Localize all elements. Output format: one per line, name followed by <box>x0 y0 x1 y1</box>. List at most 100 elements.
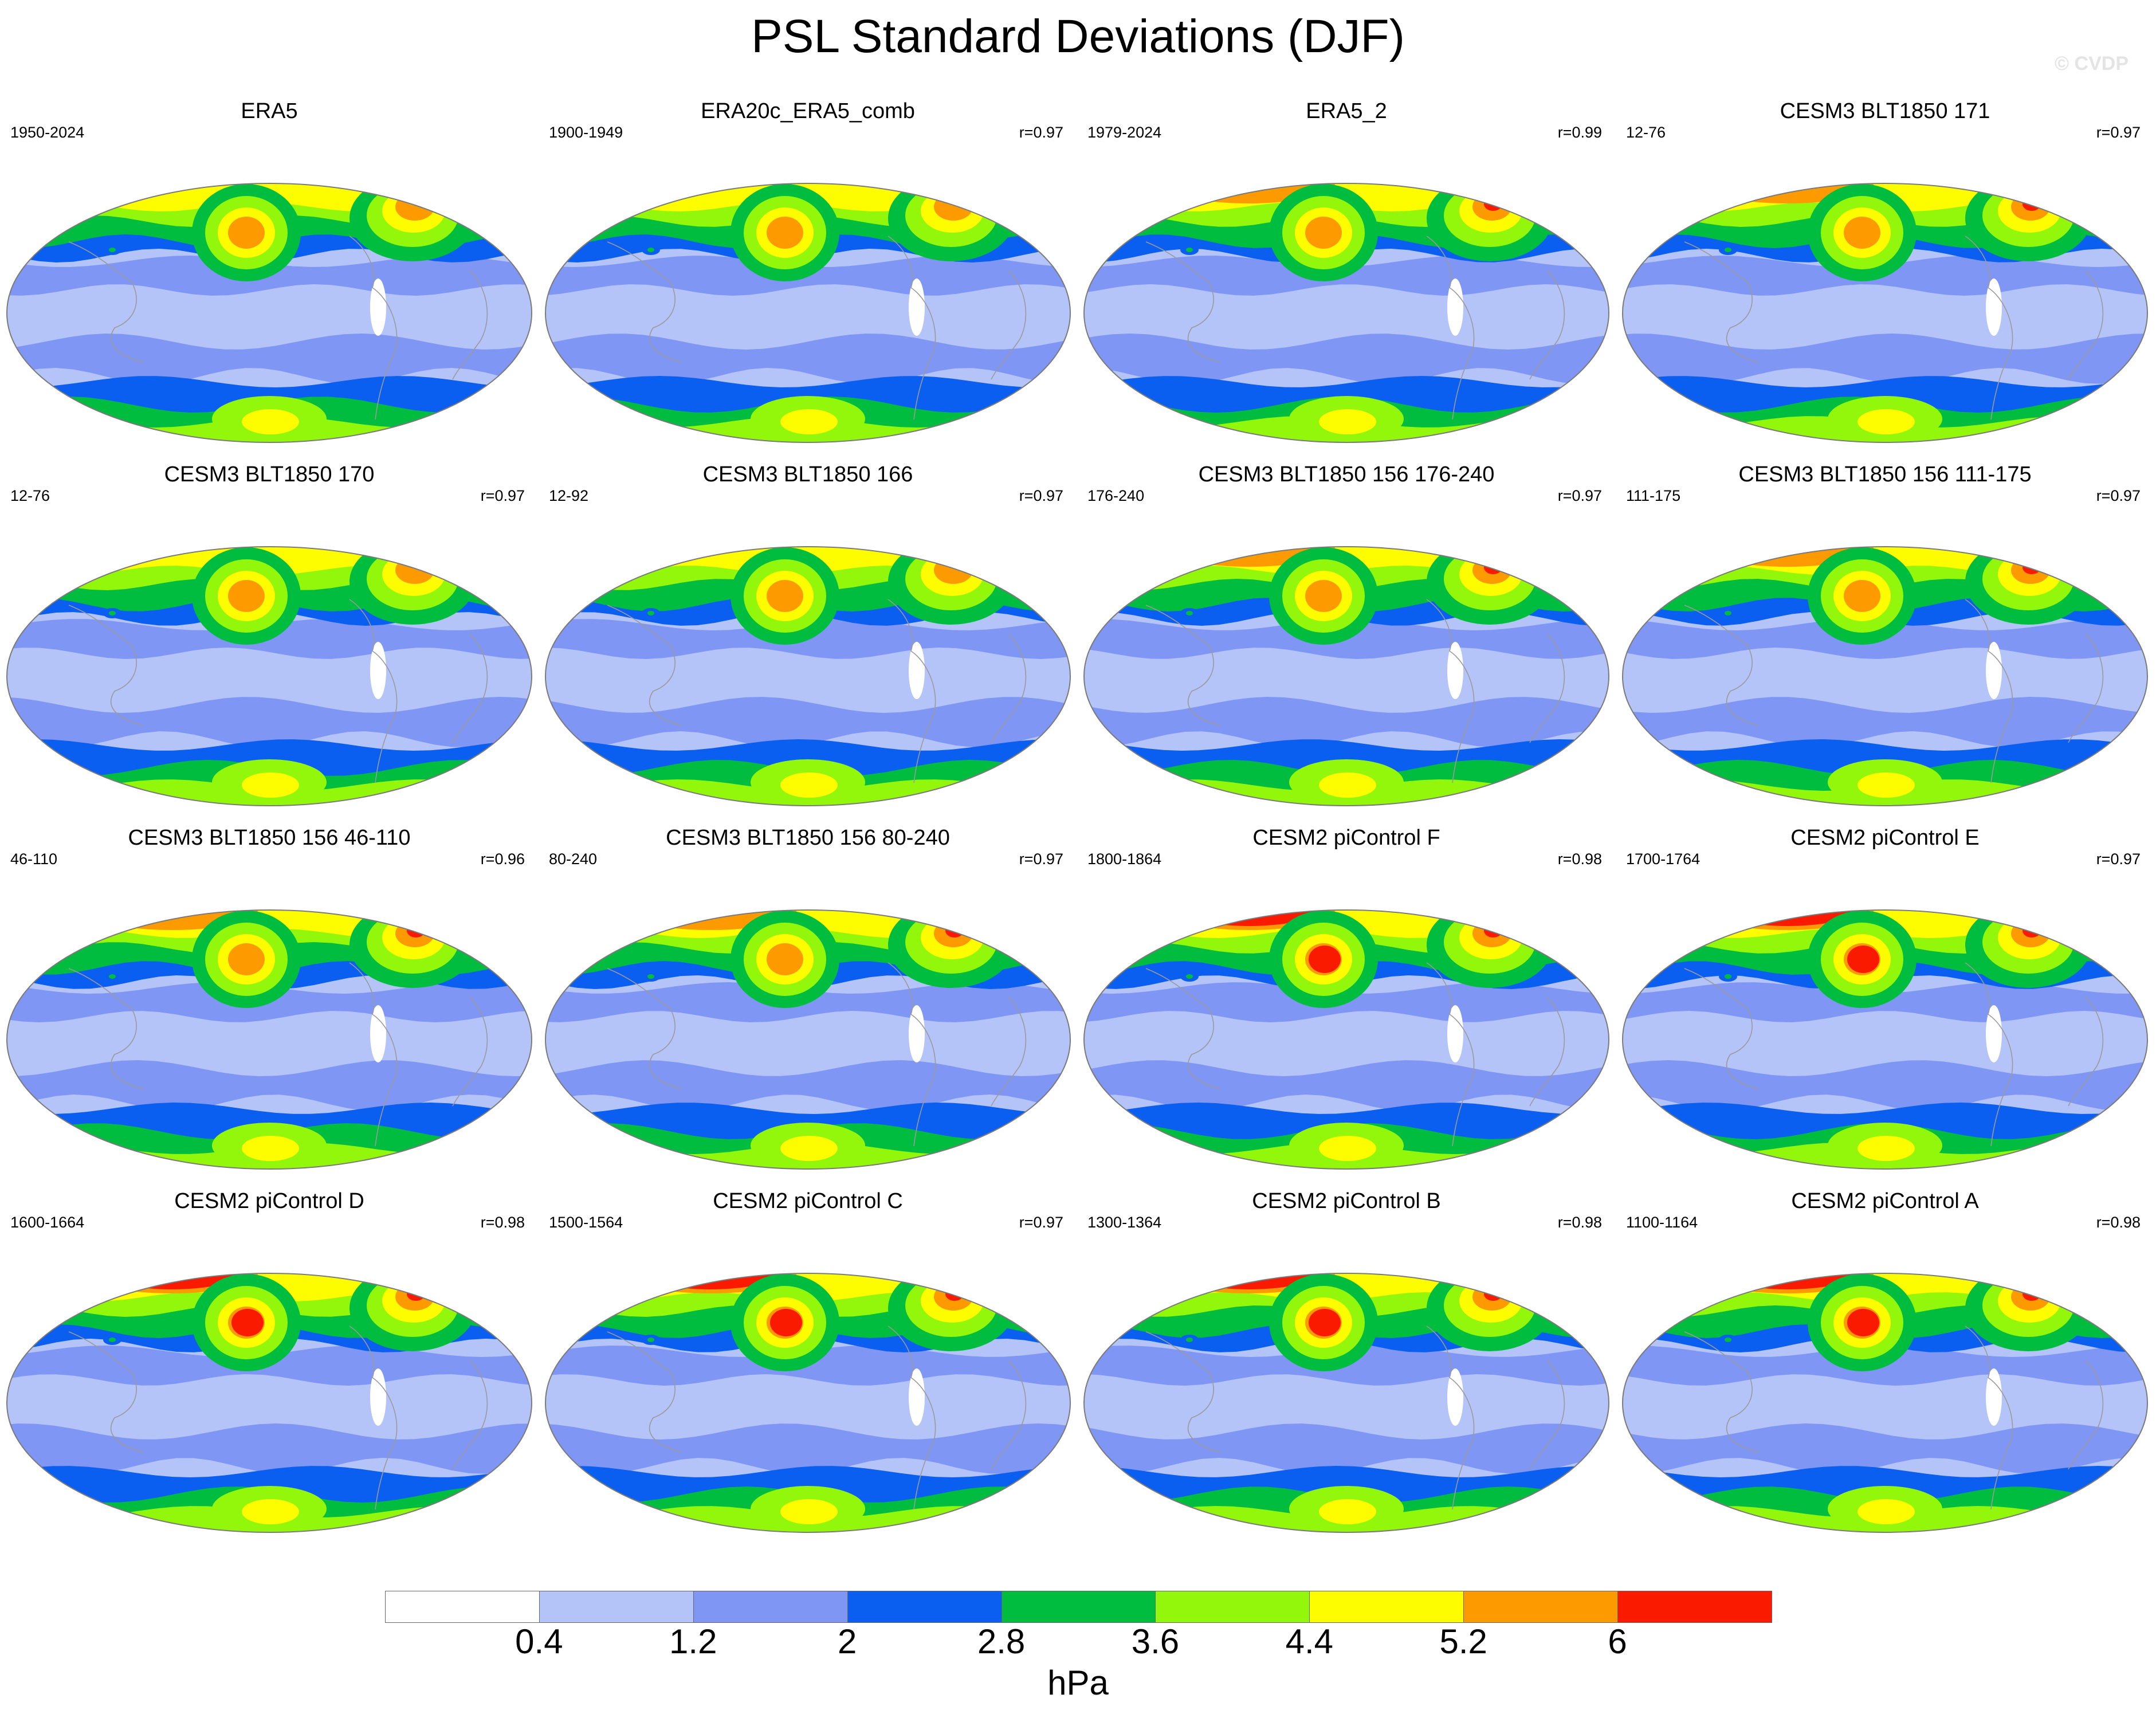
panel-title: CESM2 piControl E <box>1790 826 1980 850</box>
psl-stddev-map <box>545 546 1071 806</box>
colorbar-swatch <box>693 1591 848 1623</box>
panel-period: 1300-1364 <box>1087 1214 1162 1231</box>
panel-period: 12-92 <box>549 487 589 504</box>
psl-stddev-map <box>1622 183 2148 443</box>
panel-pattern-correlation: r=0.98 <box>480 1214 525 1231</box>
figure-title: PSL Standard Deviations (DJF) <box>751 10 1405 62</box>
map-panel: CESM3 BLT1850 156 176-240 176-240 r=0.97 <box>1077 462 1616 824</box>
panel-pattern-correlation: r=0.97 <box>480 487 525 504</box>
map-panel: CESM2 piControl B 1300-1364 r=0.98 <box>1077 1189 1616 1551</box>
colorbar-units: hPa <box>1047 1664 1109 1702</box>
panel-pattern-correlation: r=0.98 <box>1557 1214 1602 1231</box>
colorbar-swatch <box>539 1591 694 1623</box>
panel-title: CESM2 piControl D <box>174 1189 364 1213</box>
colorbar-tick-label: 6 <box>1608 1622 1627 1661</box>
colorbar-tick-label: 3.6 <box>1131 1622 1180 1661</box>
panel-period: 12-76 <box>1626 124 1666 141</box>
panel-pattern-correlation: r=0.97 <box>1019 487 1063 504</box>
panel-pattern-correlation: r=0.97 <box>1019 1214 1063 1231</box>
colorbar <box>385 1591 1772 1623</box>
panel-pattern-correlation: r=0.99 <box>1557 124 1602 141</box>
map-panel: CESM2 piControl E 1700-1764 r=0.97 <box>1616 825 2154 1187</box>
panel-pattern-correlation: r=0.97 <box>1557 487 1602 504</box>
colorbar-swatch <box>847 1591 1002 1623</box>
panel-pattern-correlation: r=0.97 <box>2096 487 2141 504</box>
map-panel: CESM2 piControl F 1800-1864 r=0.98 <box>1077 825 1616 1187</box>
panel-period: 1800-1864 <box>1087 850 1162 868</box>
panel-period: 1600-1664 <box>10 1214 85 1231</box>
panel-pattern-correlation: r=0.98 <box>1557 850 1602 868</box>
psl-stddev-map <box>1622 546 2148 806</box>
panel-title: ERA5 <box>241 99 298 123</box>
psl-stddev-map <box>6 909 532 1170</box>
map-panel: CESM2 piControl A 1100-1164 r=0.98 <box>1616 1189 2154 1551</box>
panel-period: 176-240 <box>1087 487 1145 504</box>
panel-title: CESM3 BLT1850 156 176-240 <box>1198 462 1495 487</box>
panel-title: CESM3 BLT1850 156 80-240 <box>666 826 950 850</box>
map-panel: CESM3 BLT1850 156 80-240 80-240 r=0.97 <box>539 825 1077 1187</box>
panel-title: CESM3 BLT1850 156 46-110 <box>128 826 411 850</box>
map-panel: CESM3 BLT1850 170 12-76 r=0.97 <box>0 462 539 824</box>
panel-period: 80-240 <box>549 850 598 868</box>
psl-stddev-map <box>545 183 1071 443</box>
map-panel-grid: ERA5 1950-2024 ERA20c_ERA5_comb 1900-1949 r=… <box>0 99 2154 1551</box>
colorbar-tick-label: 1.2 <box>669 1622 717 1661</box>
psl-stddev-map <box>545 909 1071 1170</box>
psl-stddev-map <box>1083 183 1609 443</box>
panel-period: 1700-1764 <box>1626 850 1701 868</box>
panel-title: CESM2 piControl C <box>713 1189 903 1213</box>
map-panel: CESM2 piControl D 1600-1664 r=0.98 <box>0 1189 539 1551</box>
psl-stddev-map <box>1622 909 2148 1170</box>
panel-pattern-correlation: r=0.98 <box>2096 1214 2141 1231</box>
colorbar-swatch <box>385 1591 540 1623</box>
colorbar-swatch <box>1617 1591 1772 1623</box>
psl-stddev-map <box>1083 546 1609 806</box>
psl-stddev-map <box>6 1273 532 1533</box>
panel-title: CESM3 BLT1850 171 <box>1780 99 1990 123</box>
panel-period: 1100-1164 <box>1626 1214 1698 1231</box>
panel-period: 12-76 <box>10 487 50 504</box>
psl-stddev-map <box>545 1273 1071 1533</box>
panel-period: 1500-1564 <box>549 1214 623 1231</box>
colorbar-tick-label: 5.2 <box>1439 1622 1487 1661</box>
panel-pattern-correlation: r=0.97 <box>2096 124 2141 141</box>
panel-title: CESM2 piControl B <box>1252 1189 1441 1213</box>
map-panel: ERA20c_ERA5_comb 1900-1949 r=0.97 <box>539 99 1077 461</box>
colorbar-tick-label: 0.4 <box>515 1622 563 1661</box>
panel-title: CESM2 piControl F <box>1252 826 1440 850</box>
map-panel: ERA5_2 1979-2024 r=0.99 <box>1077 99 1616 461</box>
map-panel: CESM2 piControl C 1500-1564 r=0.97 <box>539 1189 1077 1551</box>
psl-stddev-map <box>1083 1273 1609 1533</box>
panel-pattern-correlation: r=0.97 <box>2096 850 2141 868</box>
panel-pattern-correlation: r=0.97 <box>1019 850 1063 868</box>
cvdp-watermark: © CVDP <box>2055 53 2128 74</box>
psl-stddev-map <box>1083 909 1609 1170</box>
panel-title: CESM3 BLT1850 170 <box>164 462 375 487</box>
map-panel: CESM3 BLT1850 166 12-92 r=0.97 <box>539 462 1077 824</box>
panel-title: CESM3 BLT1850 156 111-175 <box>1738 462 2032 487</box>
panel-pattern-correlation: r=0.97 <box>1019 124 1063 141</box>
colorbar-swatch <box>1463 1591 1619 1623</box>
map-panel: CESM3 BLT1850 156 111-175 111-175 r=0.97 <box>1616 462 2154 824</box>
colorbar-swatch <box>1155 1591 1310 1623</box>
panel-pattern-correlation: r=0.96 <box>480 850 525 868</box>
panel-title: CESM3 BLT1850 166 <box>702 462 913 487</box>
panel-title: ERA20c_ERA5_comb <box>701 99 915 123</box>
colorbar-tick-label: 2.8 <box>977 1622 1026 1661</box>
psl-stddev-map <box>6 546 532 806</box>
colorbar-tick-label: 4.4 <box>1285 1622 1334 1661</box>
colorbar-tick-label: 2 <box>837 1622 857 1661</box>
psl-stddev-map <box>1622 1273 2148 1533</box>
panel-title: CESM2 piControl A <box>1791 1189 1979 1213</box>
psl-stddev-map <box>6 183 532 443</box>
colorbar-swatch <box>1001 1591 1156 1623</box>
map-panel: CESM3 BLT1850 156 46-110 46-110 r=0.96 <box>0 825 539 1187</box>
panel-period: 1979-2024 <box>1087 124 1162 141</box>
panel-period: 1900-1949 <box>549 124 623 141</box>
panel-period: 46-110 <box>10 850 58 868</box>
panel-period: 1950-2024 <box>10 124 85 141</box>
panel-title: ERA5_2 <box>1306 99 1387 123</box>
map-panel: ERA5 1950-2024 <box>0 99 539 461</box>
colorbar-swatch <box>1309 1591 1464 1623</box>
map-panel: CESM3 BLT1850 171 12-76 r=0.97 <box>1616 99 2154 461</box>
